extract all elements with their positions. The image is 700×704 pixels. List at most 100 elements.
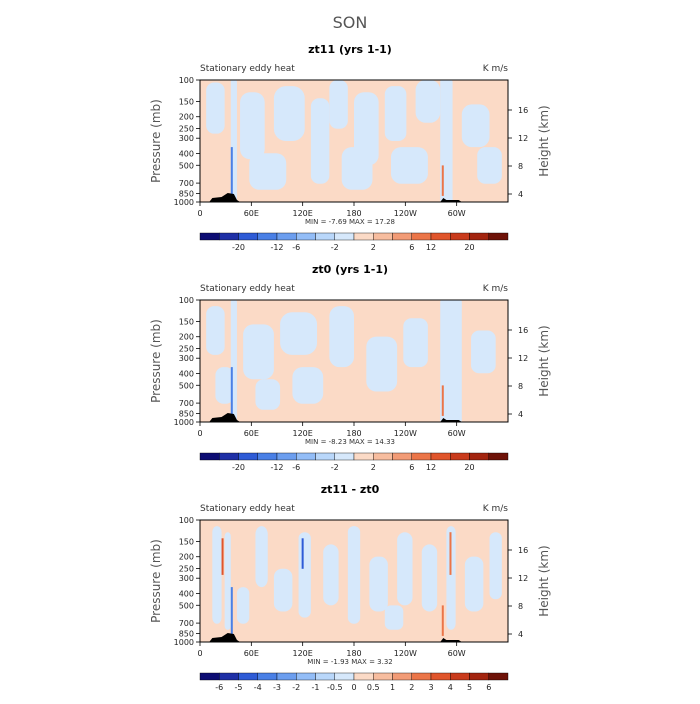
colorbar-cell — [199, 232, 220, 241]
y2-tick-label: 4 — [518, 410, 523, 419]
negative-region — [369, 556, 388, 612]
y2-tick-label: 4 — [518, 630, 523, 639]
y2-axis-label: Height (km) — [537, 325, 551, 396]
colorbar-tick-label: 20 — [464, 243, 474, 252]
colorbar-tick-label: 0.5 — [367, 683, 380, 692]
colorbar-tick-label: -0.5 — [327, 683, 343, 692]
colorbar-cell — [430, 232, 451, 241]
y-tick-label: 850 — [179, 629, 194, 638]
negative-region — [273, 86, 305, 141]
colorbar-cell — [219, 232, 239, 241]
negative-region — [329, 306, 354, 368]
colorbar-cell — [257, 232, 278, 241]
negative-region — [212, 526, 222, 624]
negative-region — [461, 104, 490, 148]
negative-region — [471, 330, 496, 374]
y-tick-label: 100 — [179, 76, 194, 85]
colorbar-tick-label: -1 — [312, 683, 320, 692]
x-tick-label: 180 — [346, 209, 361, 218]
x-tick-label: 0 — [197, 429, 202, 438]
colorbar-tick-label: -6 — [215, 683, 223, 692]
field-contours — [206, 80, 502, 202]
x-tick-label: 120W — [394, 429, 417, 438]
colorbar-cell — [353, 452, 374, 461]
accent-blue — [301, 538, 304, 569]
panel-1: zt11 (yrs 1-1) Stationary eddy heat K m/s 1… — [149, 43, 551, 252]
colorbar-cell — [257, 672, 278, 681]
colorbar-cell — [392, 452, 412, 461]
negative-region — [215, 367, 234, 404]
x-tick-label: 60E — [244, 429, 259, 438]
colorbar-tick-label: 12 — [426, 463, 436, 472]
negative-region — [310, 98, 330, 184]
x-tick-label: 180 — [346, 649, 361, 658]
colorbar-tick-label: 6 — [486, 683, 491, 692]
colorbar-cell — [276, 672, 297, 681]
x-tick-label: 120E — [293, 429, 313, 438]
colorbar-cell — [296, 232, 316, 241]
x-tick-label: 0 — [197, 649, 202, 658]
y-tick-label: 300 — [179, 134, 194, 143]
y2-axis-label: Height (km) — [537, 545, 551, 616]
panel-left-label: Stationary eddy heat — [200, 284, 295, 294]
colorbar-cell — [238, 452, 258, 461]
y-tick-label: 1000 — [174, 638, 194, 647]
colorbar-cell — [296, 452, 316, 461]
accent-red — [449, 532, 452, 575]
negative-region — [273, 568, 293, 612]
y-tick-label: 400 — [179, 149, 194, 158]
colorbar-cell — [411, 672, 432, 681]
negative-region — [477, 147, 502, 184]
colorbar-cell — [373, 452, 393, 461]
x-tick-label: 120W — [394, 209, 417, 218]
panel-right-label: K m/s — [483, 284, 509, 294]
colorbar-tick-label: -2 — [331, 243, 339, 252]
panel-title: zt0 (yrs 1-1) — [312, 263, 388, 276]
colorbar-tick-label: -12 — [270, 243, 283, 252]
y-axis-label: Pressure (mb) — [149, 319, 163, 403]
y-tick-label: 400 — [179, 369, 194, 378]
negative-region — [292, 367, 324, 404]
min-max-stats: MIN = -7.69 MAX = 17.28 — [305, 218, 395, 226]
colorbar-cell — [315, 452, 335, 461]
colorbar-tick-label: -20 — [232, 463, 245, 472]
y-tick-label: 100 — [179, 516, 194, 525]
y2-tick-label: 16 — [518, 106, 528, 115]
negative-region — [255, 526, 268, 588]
negative-region — [354, 92, 379, 166]
accent-red — [441, 165, 444, 196]
y-tick-label: 250 — [179, 345, 194, 354]
x-tick-label: 60W — [448, 649, 466, 658]
colorbar-cell — [450, 452, 470, 461]
negative-region — [415, 80, 441, 123]
colorbar-cell — [469, 232, 489, 241]
min-max-stats: MIN = -8.23 MAX = 14.33 — [305, 438, 395, 446]
y-tick-label: 300 — [179, 574, 194, 583]
negative-region — [206, 306, 225, 355]
colorbar-cell — [238, 232, 258, 241]
y-tick-label: 700 — [179, 179, 194, 188]
panel-right-label: K m/s — [483, 504, 509, 514]
colorbar-tick-label: -2 — [331, 463, 339, 472]
y-axis-label: Pressure (mb) — [149, 99, 163, 183]
colorbar-cell — [199, 672, 220, 681]
negative-region — [366, 336, 398, 392]
accent-red — [441, 605, 444, 636]
terrain-andes — [440, 418, 462, 422]
colorbar-tick-label: -6 — [292, 243, 300, 252]
colorbar-cell — [257, 452, 278, 461]
y2-tick-label: 12 — [518, 354, 528, 363]
colorbar-tick-label: 2 — [371, 463, 376, 472]
x-tick-label: 60W — [448, 209, 466, 218]
colorbar-cell — [238, 672, 258, 681]
negative-region — [249, 153, 287, 190]
y-tick-label: 700 — [179, 619, 194, 628]
colorbar-cell — [392, 232, 412, 241]
y2-tick-label: 16 — [518, 546, 528, 555]
panel-right-label: K m/s — [483, 64, 509, 74]
colorbar-tick-label: 5 — [467, 683, 472, 692]
panel-left-label: Stationary eddy heat — [200, 64, 295, 74]
